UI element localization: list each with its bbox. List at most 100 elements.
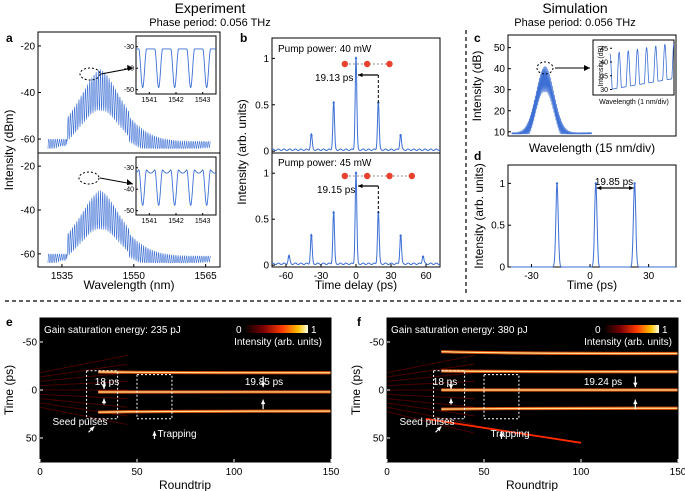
heatmap-x-tick-label: 100 bbox=[573, 467, 590, 478]
experiment-title: Experiment bbox=[175, 0, 246, 16]
f-colorbar-label: Intensity (arb. units) bbox=[584, 337, 672, 348]
b-peak-point bbox=[310, 134, 313, 137]
f-colorbar-min: 0 bbox=[595, 325, 601, 336]
trap-label-arrow-head bbox=[152, 431, 157, 436]
b-spacing-arrow-head bbox=[358, 183, 363, 189]
trap-label-arrow-head bbox=[499, 431, 504, 436]
a-spectrum-line bbox=[47, 69, 211, 149]
f-final-spacing: 19.24 ps bbox=[584, 377, 622, 388]
e-seed-label: Seed pulses bbox=[52, 417, 107, 428]
b-peak-point bbox=[332, 101, 335, 105]
c-inset-line bbox=[609, 43, 675, 90]
b-peak-point bbox=[310, 234, 313, 237]
c-y-tick-label: 30 bbox=[494, 85, 506, 96]
b-peak-point bbox=[354, 172, 358, 175]
d-x-tick-label: 0 bbox=[587, 271, 593, 282]
simulation-phase: Phase period: 0.056 THz bbox=[514, 17, 635, 29]
a-inset-x-tick-label: 1542 bbox=[168, 97, 184, 104]
heatmap-pulse-core bbox=[98, 410, 332, 413]
heatmap-seed-streak bbox=[386, 411, 475, 434]
b-pulse-dot bbox=[363, 172, 371, 180]
b-pulse-dot bbox=[341, 60, 349, 68]
c-inset-xlabel: Wavelength (1 nm/div) bbox=[599, 99, 669, 106]
c-ylabel: Intensity (dB) bbox=[470, 51, 484, 122]
b-x-tick-label: 0 bbox=[353, 271, 359, 282]
b-pulse-dot bbox=[363, 60, 371, 68]
f-seed-spacing: 18 ps bbox=[433, 377, 457, 388]
d-peak-point bbox=[633, 182, 636, 185]
b-top-frame bbox=[271, 37, 441, 154]
e-trap-label: Trapping bbox=[157, 429, 196, 440]
e-seed-spacing: 18 ps bbox=[95, 377, 119, 388]
c-inset-y-tick-label: 30 bbox=[600, 87, 608, 94]
a-bottom-inset-frame bbox=[135, 156, 217, 216]
c-inset-y-tick-label: 45 bbox=[600, 46, 608, 53]
b-bottom-annotation: Pump power: 45 mW bbox=[278, 158, 372, 169]
heatmap-y-tick-label: -50 bbox=[23, 338, 38, 349]
panel-b: 0 0.5 1 0 0.5 1 -60 -30 0 30 60 Pump power: 40 mW… bbox=[235, 37, 441, 292]
b-peak-point bbox=[287, 255, 291, 259]
heatmap-x-tick-label: 150 bbox=[670, 467, 685, 478]
f-seed-label: Seed pulses bbox=[399, 417, 454, 428]
b-peak-point bbox=[399, 134, 402, 137]
heatmap-seed-streak bbox=[39, 354, 128, 374]
a-inset-x-tick-label: 1543 bbox=[195, 218, 211, 225]
a-inset-x-tick-label: 1542 bbox=[168, 218, 184, 225]
a-top-inset-frame bbox=[135, 35, 217, 95]
panel-f: Gain saturation energy: 380 pJ 0 1 Inten… bbox=[349, 317, 685, 491]
d-ylabel: Intensity (arb. units) bbox=[472, 163, 486, 268]
heatmap-seed-streak bbox=[386, 363, 475, 378]
a-inset-x-tick-label: 1541 bbox=[142, 97, 158, 104]
b-peak-point bbox=[354, 57, 358, 60]
e-ylabel: Time (ps) bbox=[2, 365, 16, 415]
trapping-box bbox=[483, 374, 520, 420]
b-x-tick-label: 30 bbox=[385, 271, 397, 282]
a-ylabel: Intensity (dBm) bbox=[2, 110, 16, 191]
panel-c: 10 20 30 40 50 30 35 40 45 Wavelength (1 nm/div… bbox=[470, 34, 677, 155]
a-y-tick-label: -40 bbox=[21, 206, 36, 217]
heatmap-seed-streak bbox=[39, 393, 128, 400]
a-inset-y-tick-label: -50 bbox=[124, 87, 134, 94]
a-inset-y-tick-label: -40 bbox=[124, 187, 134, 194]
b-x-tick-label: -60 bbox=[279, 271, 294, 282]
a-bottom-zoom-ellipse bbox=[78, 171, 100, 185]
b-y-tick-label: 0.5 bbox=[255, 215, 269, 226]
b-y-tick-label: 0 bbox=[263, 147, 269, 158]
panel-label-e: e bbox=[6, 315, 13, 329]
b-x-tick-label: 60 bbox=[420, 271, 432, 282]
heatmap-x-tick-label: 50 bbox=[478, 467, 490, 478]
e-annotation: Gain saturation energy: 235 pJ bbox=[44, 325, 181, 336]
a-xlabel: Wavelength (nm) bbox=[84, 278, 175, 292]
b-trace-line bbox=[271, 56, 440, 151]
c-y-tick-label: 50 bbox=[494, 43, 506, 54]
heatmap-seed-streak bbox=[386, 372, 475, 382]
panel-label-d: d bbox=[474, 149, 481, 163]
a-inset-x-tick-label: 1543 bbox=[195, 97, 211, 104]
b-xlabel: Time delay (ps) bbox=[315, 278, 397, 292]
d-spacing-arrow-left-head bbox=[596, 185, 602, 191]
b-pulse-dot bbox=[341, 172, 349, 180]
c-zoom-arrowhead bbox=[584, 65, 590, 71]
f-colorbar-max: 1 bbox=[662, 325, 668, 336]
a-y-tick-label: -40 bbox=[21, 88, 36, 99]
heatmap-seed-streak bbox=[39, 363, 128, 378]
c-frame bbox=[507, 34, 677, 137]
a-inset-y-tick-label: -30 bbox=[124, 165, 134, 172]
d-y-tick-label: 0.5 bbox=[491, 221, 505, 232]
final-spacing-arrow-up-head bbox=[633, 399, 638, 405]
d-y-tick-label: 1 bbox=[499, 179, 505, 190]
d-y-tick-label: 0 bbox=[499, 263, 505, 274]
heatmap-x-tick-label: 0 bbox=[37, 467, 43, 478]
experiment-phase: Phase period: 0.056 THz bbox=[149, 17, 270, 29]
d-spacing-label: 19.85 ps bbox=[595, 177, 633, 188]
b-x-tick-label: -30 bbox=[314, 271, 329, 282]
b-bottom-frame bbox=[271, 152, 441, 268]
heatmap-seed-streak bbox=[386, 398, 475, 408]
heatmap-seed-streak bbox=[39, 372, 128, 382]
heatmap-seed-streak bbox=[39, 402, 128, 417]
heatmap-seed-streak bbox=[386, 354, 475, 374]
f-ylabel: Time (ps) bbox=[349, 365, 363, 415]
a-y-tick-label: -20 bbox=[21, 41, 36, 52]
heatmap-seed-streak bbox=[39, 406, 128, 426]
b-y-tick-label: 1 bbox=[263, 54, 269, 65]
